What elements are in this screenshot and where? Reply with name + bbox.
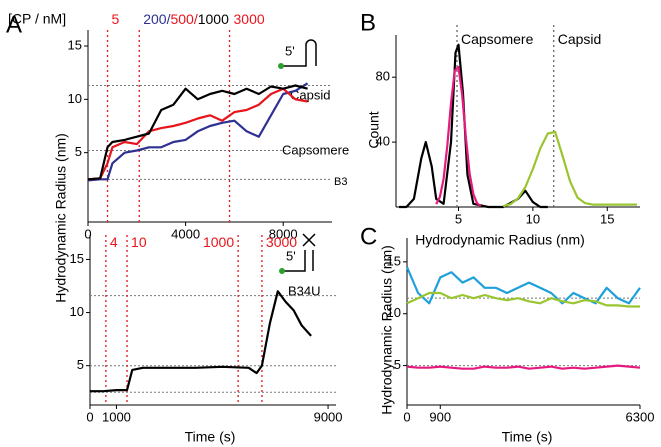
marker-label: 3000: [266, 234, 297, 250]
x-tick-label: 0: [403, 409, 410, 424]
series-line: [87, 84, 308, 181]
series-line: [405, 266, 641, 305]
marker-label-part: /: [194, 11, 198, 27]
x-axis-label: Hydrodynamic Radius (nm): [415, 232, 585, 248]
marker-label: 3000: [234, 11, 265, 27]
marker-label-part: 3000: [234, 11, 265, 27]
marker-label-part: Capsid: [558, 31, 602, 47]
marker-label-part: 500: [170, 11, 194, 27]
y-axis-label: Hydrodynamic Radius (nm): [379, 245, 395, 415]
annotation: B3: [334, 176, 347, 188]
x-tick-label: 6300: [626, 409, 655, 424]
series-line: [406, 364, 641, 370]
x-tick-label: 5: [455, 211, 462, 226]
x-axis-label: Time (s): [185, 429, 236, 445]
y-tick-label: 80: [376, 69, 390, 84]
marker-label: 5: [112, 11, 120, 27]
marker-label-part: 3000: [266, 234, 297, 250]
marker-label: 200/500/1000: [143, 11, 229, 27]
series-line: [399, 43, 548, 209]
y-tick-label: 15: [387, 253, 401, 268]
series-line: [90, 290, 312, 393]
marker-label-part: Capsomere: [461, 31, 534, 47]
panel-letter: C: [360, 223, 377, 250]
series-line: [435, 65, 482, 208]
series-line: [502, 130, 637, 208]
marker-label: 4: [110, 234, 118, 250]
annotation: 5': [285, 43, 295, 58]
star-icon: [278, 63, 285, 274]
y-tick-label: 15: [68, 37, 82, 52]
marker-label-part: 4: [110, 234, 118, 250]
annotation: Capsid: [290, 87, 330, 102]
annotation: B34U: [288, 283, 321, 298]
x-tick-label: 4000: [171, 226, 200, 241]
panel-letter: B: [360, 9, 376, 36]
concentration-label: [CP / nM]: [8, 11, 66, 27]
x-axis-label: Time (s): [502, 429, 553, 445]
x-tick-label: 9000: [314, 409, 343, 424]
series-line: [87, 87, 308, 181]
marker-label: Capsid: [558, 31, 602, 47]
marker-label: Capsomere: [461, 31, 534, 47]
x-tick-label: 900: [429, 409, 451, 424]
y-tick-label: 5: [77, 357, 84, 372]
marker-label-part: 200: [143, 11, 167, 27]
series-line: [406, 291, 640, 308]
panel-letter: A: [6, 11, 22, 38]
annotation: 5': [286, 248, 296, 263]
y-tick-label: 40: [376, 134, 390, 149]
x-tick-label: 15: [600, 211, 614, 226]
y-tick-label: 5: [394, 357, 401, 372]
marker-label-part: 5: [112, 11, 120, 27]
marker-label: 1000: [203, 234, 234, 250]
y-axis-label: Hydrodynamic Radius (nm): [53, 133, 69, 303]
marker-label-part: 1000: [198, 11, 229, 27]
marker-label-part: /: [167, 11, 171, 27]
x-tick-label: 10: [526, 211, 540, 226]
y-axis-label: Count: [366, 111, 382, 148]
x-tick-label: 8000: [269, 226, 298, 241]
x-tick-label: 0: [86, 409, 93, 424]
marker-label: 10: [131, 234, 147, 250]
y-tick-label: 15: [70, 251, 84, 266]
y-tick-label: 10: [68, 91, 82, 106]
y-tick-label: 10: [387, 305, 401, 320]
marker-label-part: 1000: [203, 234, 234, 250]
x-tick-label: 0: [84, 226, 91, 241]
y-tick-label: 10: [70, 304, 84, 319]
x-tick-label: 1000: [102, 409, 131, 424]
series-line: [87, 82, 309, 182]
marker-label-part: 10: [131, 234, 147, 250]
y-tick-label: 5: [75, 144, 82, 159]
hairpin-icon: [281, 39, 317, 272]
annotation: Capsomere: [282, 142, 349, 157]
